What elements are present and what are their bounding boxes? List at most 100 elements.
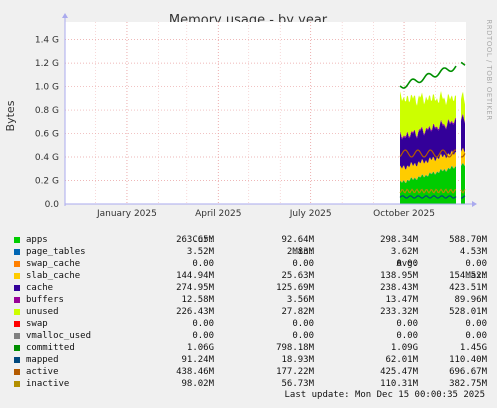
legend-item-buffers: buffers 12.58M 3.56M 13.47M 89.96M: [12, 294, 487, 306]
legend-avg-value: 1.09G: [390, 343, 418, 353]
area-unused: [461, 91, 466, 123]
legend-avg-value: 425.47M: [380, 367, 418, 377]
legend-item-swap: swap 0.00 0.00 0.00 0.00: [12, 318, 487, 330]
legend-item-page_tables: page_tables 3.52M 2.83M 3.62M 4.53M: [12, 246, 487, 258]
legend-name: unused: [26, 307, 59, 317]
legend-min-value: 92.64M: [281, 235, 314, 245]
x-tick-label: January 2025: [96, 209, 157, 219]
legend-item-active: active 438.46M 177.22M 425.47M 696.67M: [12, 366, 487, 378]
legend-cur-value: 274.95M: [176, 283, 214, 293]
legend-swatch: [14, 369, 20, 375]
legend-cur-value: 438.46M: [176, 367, 214, 377]
legend-avg-value: 110.31M: [380, 379, 418, 389]
area-cache: [461, 115, 466, 153]
legend-name: apps: [26, 235, 48, 245]
legend-header-cur: Cur:: [192, 235, 214, 245]
legend-cur-value: 0.00: [192, 331, 214, 341]
legend-name: inactive: [26, 379, 70, 389]
legend-swatch: [14, 309, 20, 315]
legend-avg-value: 0.00: [396, 259, 418, 269]
legend-item-cache: cache 274.95M 125.69M 238.43M 423.51M: [12, 282, 487, 294]
last-update: Last update: Mon Dec 15 00:00:35 2025: [284, 390, 485, 400]
legend-swatch: [14, 249, 20, 255]
legend-max-value: 382.75M: [449, 379, 487, 389]
area-unused: [400, 91, 457, 138]
legend-max-value: 4.53M: [459, 247, 487, 257]
y-axis-arrow: [62, 13, 68, 18]
legend-max-value: 0.00: [465, 319, 487, 329]
line-active: [399, 149, 457, 158]
legend-max-value: 588.70M: [449, 235, 487, 245]
legend-avg-value: 0.00: [396, 319, 418, 329]
legend-max-value: 1.45G: [459, 343, 487, 353]
legend-cur-value: 98.02M: [181, 379, 214, 389]
line-inactive: [460, 189, 466, 194]
y-tick-label: 0.2 G: [35, 177, 59, 187]
legend-name: swap: [26, 319, 48, 329]
legend-item-mapped: mapped 91.24M 18.93M 62.01M 110.40M: [12, 354, 487, 366]
legend-avg-value: 238.43M: [380, 283, 418, 293]
legend-swatch: [14, 297, 20, 303]
legend-min-value: 25.63M: [281, 271, 314, 281]
y-tick-label: 0.8 G: [35, 106, 59, 116]
legend-name: slab_cache: [26, 271, 81, 281]
x-tick-label: October 2025: [373, 209, 435, 219]
legend-swatch: [14, 261, 20, 267]
legend-avg-value: 13.47M: [385, 295, 418, 305]
legend-swatch: [14, 345, 20, 351]
legend-max-value: 0.00: [465, 259, 487, 269]
area-slab_cache: [400, 150, 457, 183]
y-tick-label: 0.4 G: [35, 153, 59, 163]
side-watermark: RRDTOOL / TOBI OETIKER: [485, 19, 493, 120]
legend-max-value: 696.67M: [449, 367, 487, 377]
legend-name: page_tables: [26, 247, 86, 257]
plot-area: [65, 22, 466, 204]
legend-cur-value: 12.58M: [181, 295, 214, 305]
y-tick-label: 1.0 G: [35, 83, 59, 93]
y-axis-label: Bytes: [4, 100, 17, 131]
line-mapped: [399, 195, 457, 199]
line-committed: [399, 65, 457, 89]
y-tick-label: 1.2 G: [35, 59, 59, 69]
legend-cur-value: 144.94M: [176, 271, 214, 281]
legend-cur-value: 226.43M: [176, 307, 214, 317]
area-apps: [461, 163, 466, 204]
legend-max-value: 528.01M: [449, 307, 487, 317]
area-buffers: [400, 118, 457, 140]
legend-header-avg: Avg:: [396, 259, 418, 269]
legend-swatch: [14, 237, 20, 243]
y-tick-label: 0.0: [45, 200, 60, 210]
legend: Cur: Min: Avg: Max: apps 263.65M 92.64M 298…: [12, 222, 487, 390]
legend-name: vmalloc_used: [26, 331, 92, 341]
legend-rows: apps 263.65M 92.64M 298.34M 588.70M page_tabl…: [12, 234, 487, 390]
y-tick-label: 1.4 G: [35, 36, 59, 46]
legend-item-swap_cache: swap_cache 0.00 0.00 0.00 0.00: [12, 258, 487, 270]
line-mapped: [460, 195, 466, 199]
legend-swatch: [14, 381, 20, 387]
legend-swatch: [14, 333, 20, 339]
legend-min-value: 798.18M: [276, 343, 314, 353]
legend-max-value: 110.40M: [449, 355, 487, 365]
legend-item-committed: committed 1.06G 798.18M 1.09G 1.45G: [12, 342, 487, 354]
legend-cur-value: 91.24M: [181, 355, 214, 365]
legend-name: buffers: [26, 295, 64, 305]
legend-item-vmalloc_used: vmalloc_used 0.00 0.00 0.00 0.00: [12, 330, 487, 342]
legend-min-value: 27.82M: [281, 307, 314, 317]
legend-avg-value: 138.95M: [380, 271, 418, 281]
legend-min-value: 0.00: [292, 259, 314, 269]
legend-avg-value: 233.32M: [380, 307, 418, 317]
legend-item-slab_cache: slab_cache 144.94M 25.63M 138.95M 154.52M: [12, 270, 487, 282]
legend-name: committed: [26, 343, 75, 353]
y-tick-label: 0.6 G: [35, 130, 59, 140]
line-inactive: [399, 188, 457, 194]
axis-layer: 0.0 0.2 G 0.4 G 0.6 G 0.8 G 1.0 G 1.2 G 1.4 G Ja…: [35, 13, 477, 219]
legend-name: swap_cache: [26, 259, 81, 269]
legend-max-value: 154.52M: [449, 271, 487, 281]
line-active: [460, 153, 466, 158]
legend-min-value: 0.00: [292, 331, 314, 341]
legend-header-min: Min:: [292, 247, 314, 257]
legend-min-value: 3.56M: [286, 295, 314, 305]
legend-swatch: [14, 321, 20, 327]
legend-name: active: [26, 367, 59, 377]
